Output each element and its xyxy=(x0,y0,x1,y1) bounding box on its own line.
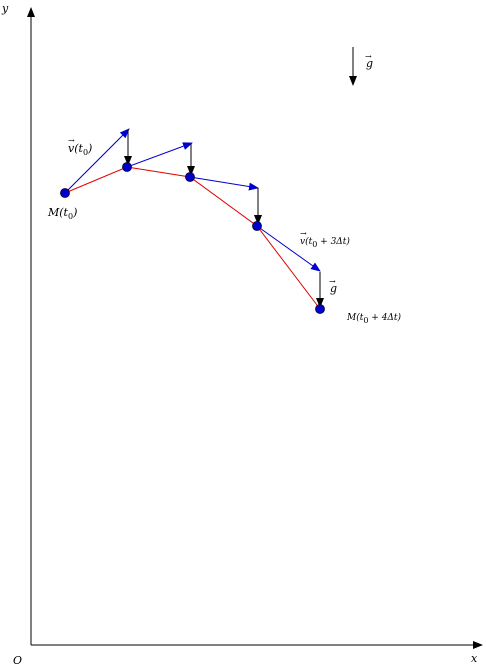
label-v-t0-3dt: v(t0 + 3Δt) xyxy=(300,236,350,249)
point-m-t4 xyxy=(315,304,325,314)
label-v-t0-3dt-vector-mark: → xyxy=(300,229,307,238)
trajectory xyxy=(64,166,321,310)
velocity-arrow-3 xyxy=(256,225,321,272)
y-axis-label: y xyxy=(1,2,9,15)
velocity-arrow-1 xyxy=(126,142,193,168)
trajectory-points xyxy=(60,162,325,314)
point-m-t2 xyxy=(185,172,195,182)
gravity-legend: g → xyxy=(349,47,373,86)
point-m-t3 xyxy=(252,221,262,231)
origin-label: O xyxy=(13,654,22,667)
label-g-local-vector-mark: → xyxy=(329,277,336,286)
label-m-t0: M(t0) xyxy=(47,206,77,221)
gravity-legend-symbol: g xyxy=(366,57,373,70)
point-m-t1 xyxy=(122,162,132,172)
annotations: v(t0) → M(t0) v(t0 + 3Δt) → g → M(t0 + 4… xyxy=(47,136,402,325)
gravity-legend-vector-mark: → xyxy=(365,52,372,61)
gravity-arrows xyxy=(124,130,324,308)
label-v-t0-vector-mark: → xyxy=(68,136,75,145)
velocity-arrow-2 xyxy=(189,176,259,191)
label-g-local: g xyxy=(330,282,337,295)
velocity-arrow-0 xyxy=(64,128,130,194)
velocity-vectors xyxy=(64,128,321,272)
x-axis-label: x xyxy=(471,652,478,665)
label-m-t0-4dt: M(t0 + 4Δt) xyxy=(346,312,402,325)
label-v-t0: v(t0) xyxy=(68,142,92,157)
point-m-t0 xyxy=(60,188,70,198)
